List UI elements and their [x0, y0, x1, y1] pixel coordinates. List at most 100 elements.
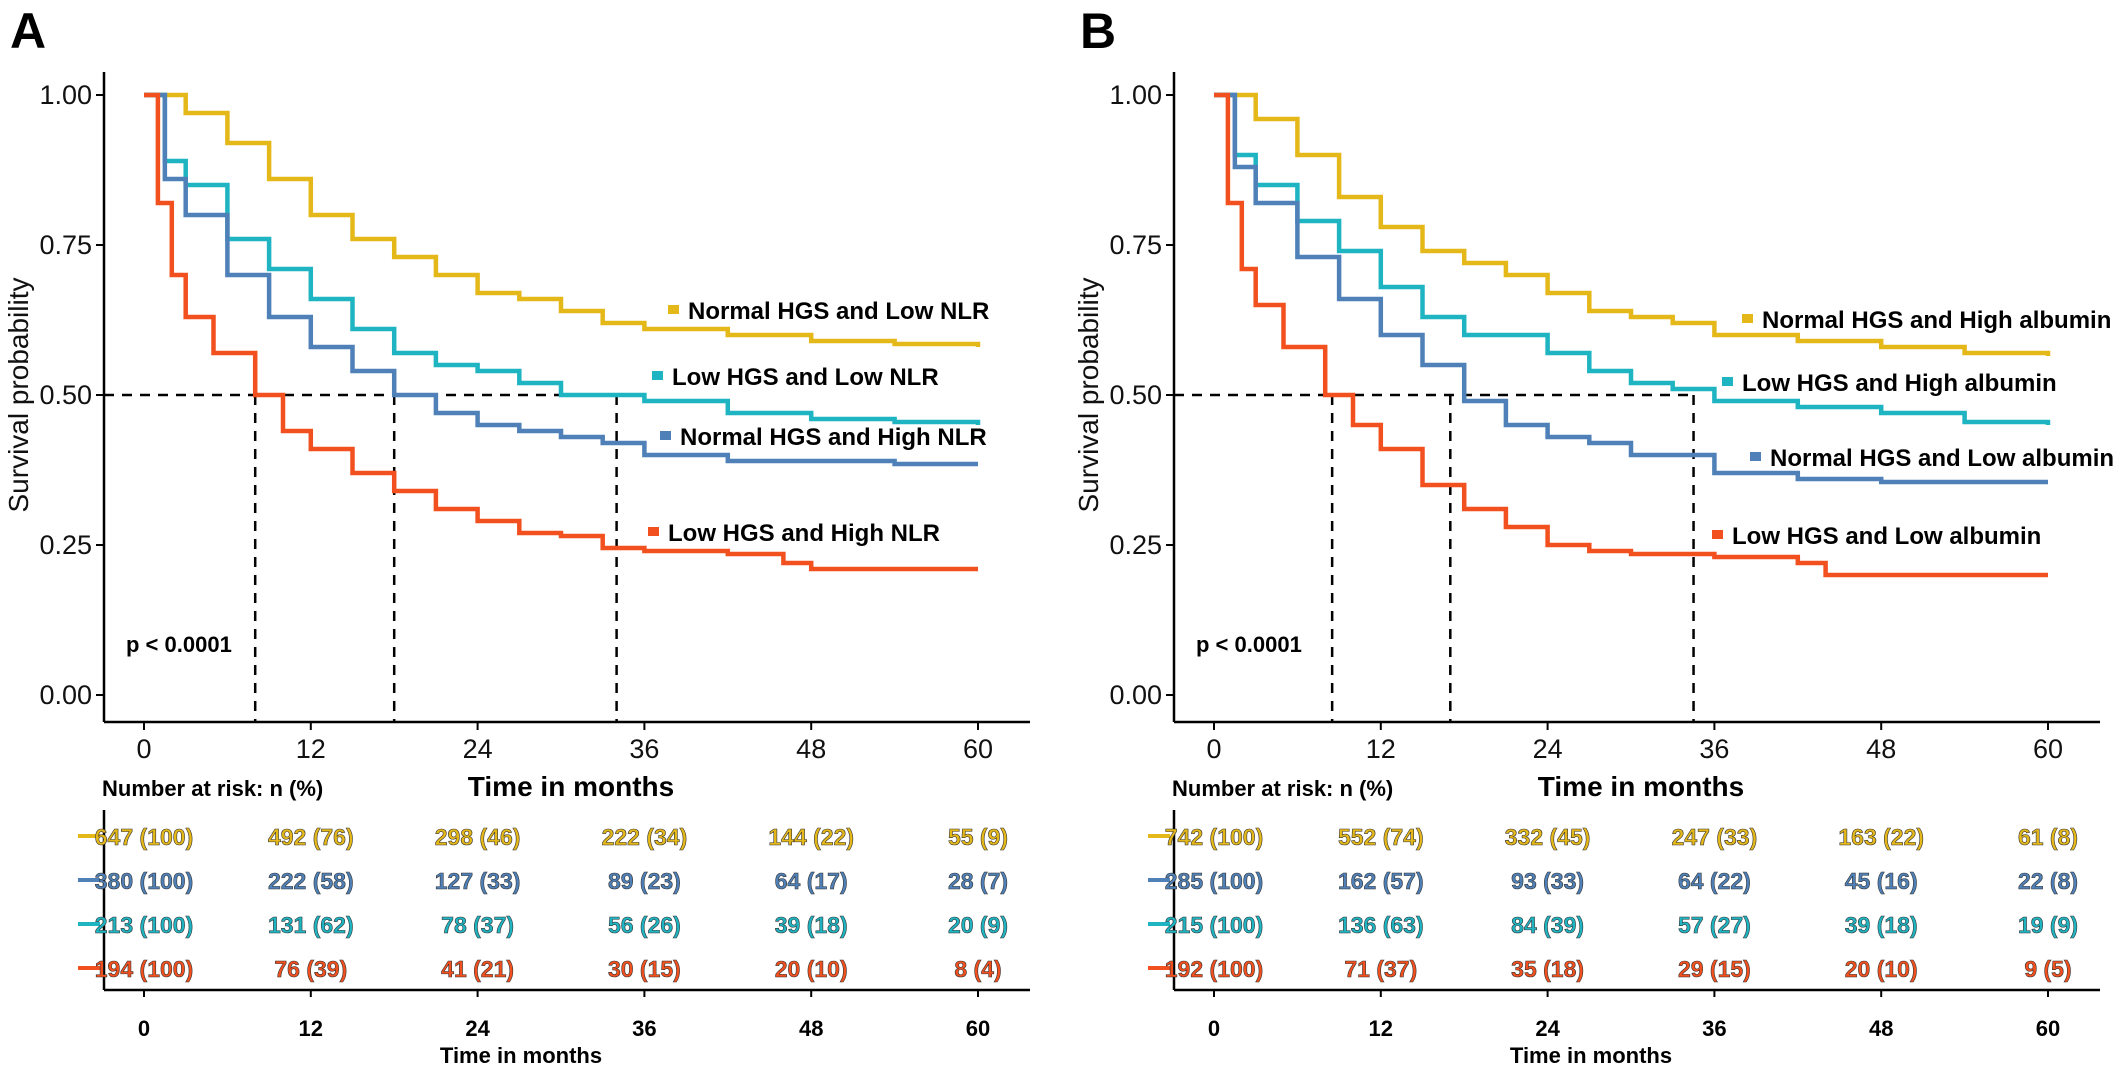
risk-cell: 127 (33) — [435, 868, 521, 894]
legend-label: Normal HGS and Low NLR — [688, 298, 989, 325]
risk-cell: 61 (8) — [2018, 824, 2078, 850]
risk-cell: 64 (22) — [1678, 868, 1751, 894]
risk-cell: 247 (33) — [1672, 824, 1758, 850]
risk-x-tick-label: 0 — [1208, 1016, 1220, 1041]
x-tick-label: 24 — [463, 734, 493, 764]
legend-marker — [660, 431, 671, 440]
legend-label: Normal HGS and High NLR — [680, 424, 987, 451]
risk-cell: 78 (37) — [441, 912, 514, 938]
x-tick-label: 0 — [136, 734, 151, 764]
series-line — [1214, 92, 2048, 578]
x-tick-label: 12 — [296, 734, 326, 764]
risk-cell: 35 (18) — [1511, 956, 1584, 982]
risk-cell: 552 (74) — [1338, 824, 1424, 850]
risk-x-tick-label: 36 — [1702, 1016, 1726, 1041]
legend-marker — [1712, 530, 1723, 539]
risk-cell: 222 (34) — [602, 824, 688, 850]
legend-marker — [648, 527, 659, 536]
risk-cell: 285 (100) — [1165, 868, 1263, 894]
series-line — [1214, 92, 2051, 356]
x-tick-label: 36 — [629, 734, 659, 764]
risk-cell: 71 (37) — [1344, 956, 1417, 982]
risk-cell: 332 (45) — [1505, 824, 1591, 850]
risk-table-x-title: Time in months — [440, 1043, 602, 1068]
series-line — [144, 92, 978, 467]
risk-cell: 194 (100) — [95, 956, 193, 982]
y-tick-label: 0.75 — [39, 230, 92, 260]
x-axis-title: Time in months — [1538, 771, 1744, 802]
y-tick-label: 0.25 — [1109, 530, 1162, 560]
legend-marker — [1722, 377, 1733, 386]
y-tick-label: 0.50 — [39, 380, 92, 410]
y-tick-label: 1.00 — [39, 80, 92, 110]
legend-label: Low HGS and Low NLR — [672, 364, 939, 391]
x-axis-title: Time in months — [468, 771, 674, 802]
panel-label: B — [1080, 3, 1116, 59]
y-axis-title: Survival probability — [1073, 278, 1104, 513]
risk-cell: 20 (9) — [948, 912, 1008, 938]
panel-label: A — [10, 3, 46, 59]
risk-table-header: Number at risk: n (%) — [1172, 776, 1393, 801]
y-tick-label: 0.50 — [1109, 380, 1162, 410]
risk-cell: 742 (100) — [1165, 824, 1263, 850]
risk-table-x-title: Time in months — [1510, 1043, 1672, 1068]
risk-x-tick-label: 60 — [966, 1016, 990, 1041]
risk-cell: 76 (39) — [274, 956, 347, 982]
y-tick-label: 0.25 — [39, 530, 92, 560]
y-tick-label: 0.00 — [1109, 680, 1162, 710]
risk-cell: 57 (27) — [1678, 912, 1751, 938]
risk-cell: 29 (15) — [1678, 956, 1751, 982]
series-line — [144, 92, 978, 572]
risk-cell: 30 (15) — [608, 956, 681, 982]
x-tick-label: 36 — [1699, 734, 1729, 764]
panel-a: A 0.00 0.25 0.50 0.75 1.00 0 12 24 36 48 60 Survival… — [3, 3, 1030, 1068]
risk-cell: 22 (8) — [2018, 868, 2078, 894]
y-tick-label: 1.00 — [1109, 80, 1162, 110]
risk-cell: 215 (100) — [1165, 912, 1263, 938]
risk-x-tick-label: 12 — [299, 1016, 323, 1041]
risk-cell: 222 (58) — [268, 868, 354, 894]
risk-cell: 9 (5) — [2024, 956, 2071, 982]
risk-x-tick-label: 24 — [465, 1016, 490, 1041]
risk-cell: 20 (10) — [1845, 956, 1918, 982]
series-line — [1214, 92, 2048, 485]
risk-cell: 162 (57) — [1338, 868, 1424, 894]
p-value: p < 0.0001 — [1196, 632, 1302, 657]
risk-cell: 298 (46) — [435, 824, 521, 850]
risk-x-tick-label: 48 — [1869, 1016, 1893, 1041]
x-tick-label: 60 — [963, 734, 993, 764]
y-axis-title: Survival probability — [3, 278, 34, 513]
risk-cell: 20 (10) — [775, 956, 848, 982]
risk-cell: 144 (22) — [768, 824, 854, 850]
risk-cell: 93 (33) — [1511, 868, 1584, 894]
risk-cell: 380 (100) — [95, 868, 193, 894]
risk-cell: 163 (22) — [1838, 824, 1924, 850]
x-tick-label: 0 — [1206, 734, 1221, 764]
risk-cell: 8 (4) — [954, 956, 1001, 982]
legend-label: Normal HGS and Low albumin — [1770, 445, 2114, 472]
y-tick-label: 0.00 — [39, 680, 92, 710]
risk-x-tick-label: 0 — [138, 1016, 150, 1041]
x-tick-label: 24 — [1533, 734, 1563, 764]
legend-label: Low HGS and Low albumin — [1732, 523, 2041, 550]
panel-b: B 0.00 0.25 0.50 0.75 1.00 0 12 24 36 48 60 Survival… — [1073, 3, 2114, 1068]
risk-cell: 55 (9) — [948, 824, 1008, 850]
legend-label: Normal HGS and High albumin — [1762, 307, 2111, 334]
p-value: p < 0.0001 — [126, 632, 232, 657]
risk-cell: 647 (100) — [95, 824, 193, 850]
risk-cell: 28 (7) — [948, 868, 1008, 894]
risk-x-tick-label: 12 — [1369, 1016, 1393, 1041]
legend-marker — [668, 305, 679, 314]
risk-cell: 136 (63) — [1338, 912, 1424, 938]
x-tick-label: 60 — [2033, 734, 2063, 764]
risk-x-tick-label: 36 — [632, 1016, 656, 1041]
x-tick-label: 12 — [1366, 734, 1396, 764]
risk-cell: 84 (39) — [1511, 912, 1584, 938]
risk-cell: 56 (26) — [608, 912, 681, 938]
legend-marker — [1742, 314, 1753, 323]
risk-cell: 41 (21) — [441, 956, 514, 982]
risk-x-tick-label: 60 — [2036, 1016, 2060, 1041]
risk-x-tick-label: 48 — [799, 1016, 823, 1041]
risk-cell: 64 (17) — [775, 868, 848, 894]
